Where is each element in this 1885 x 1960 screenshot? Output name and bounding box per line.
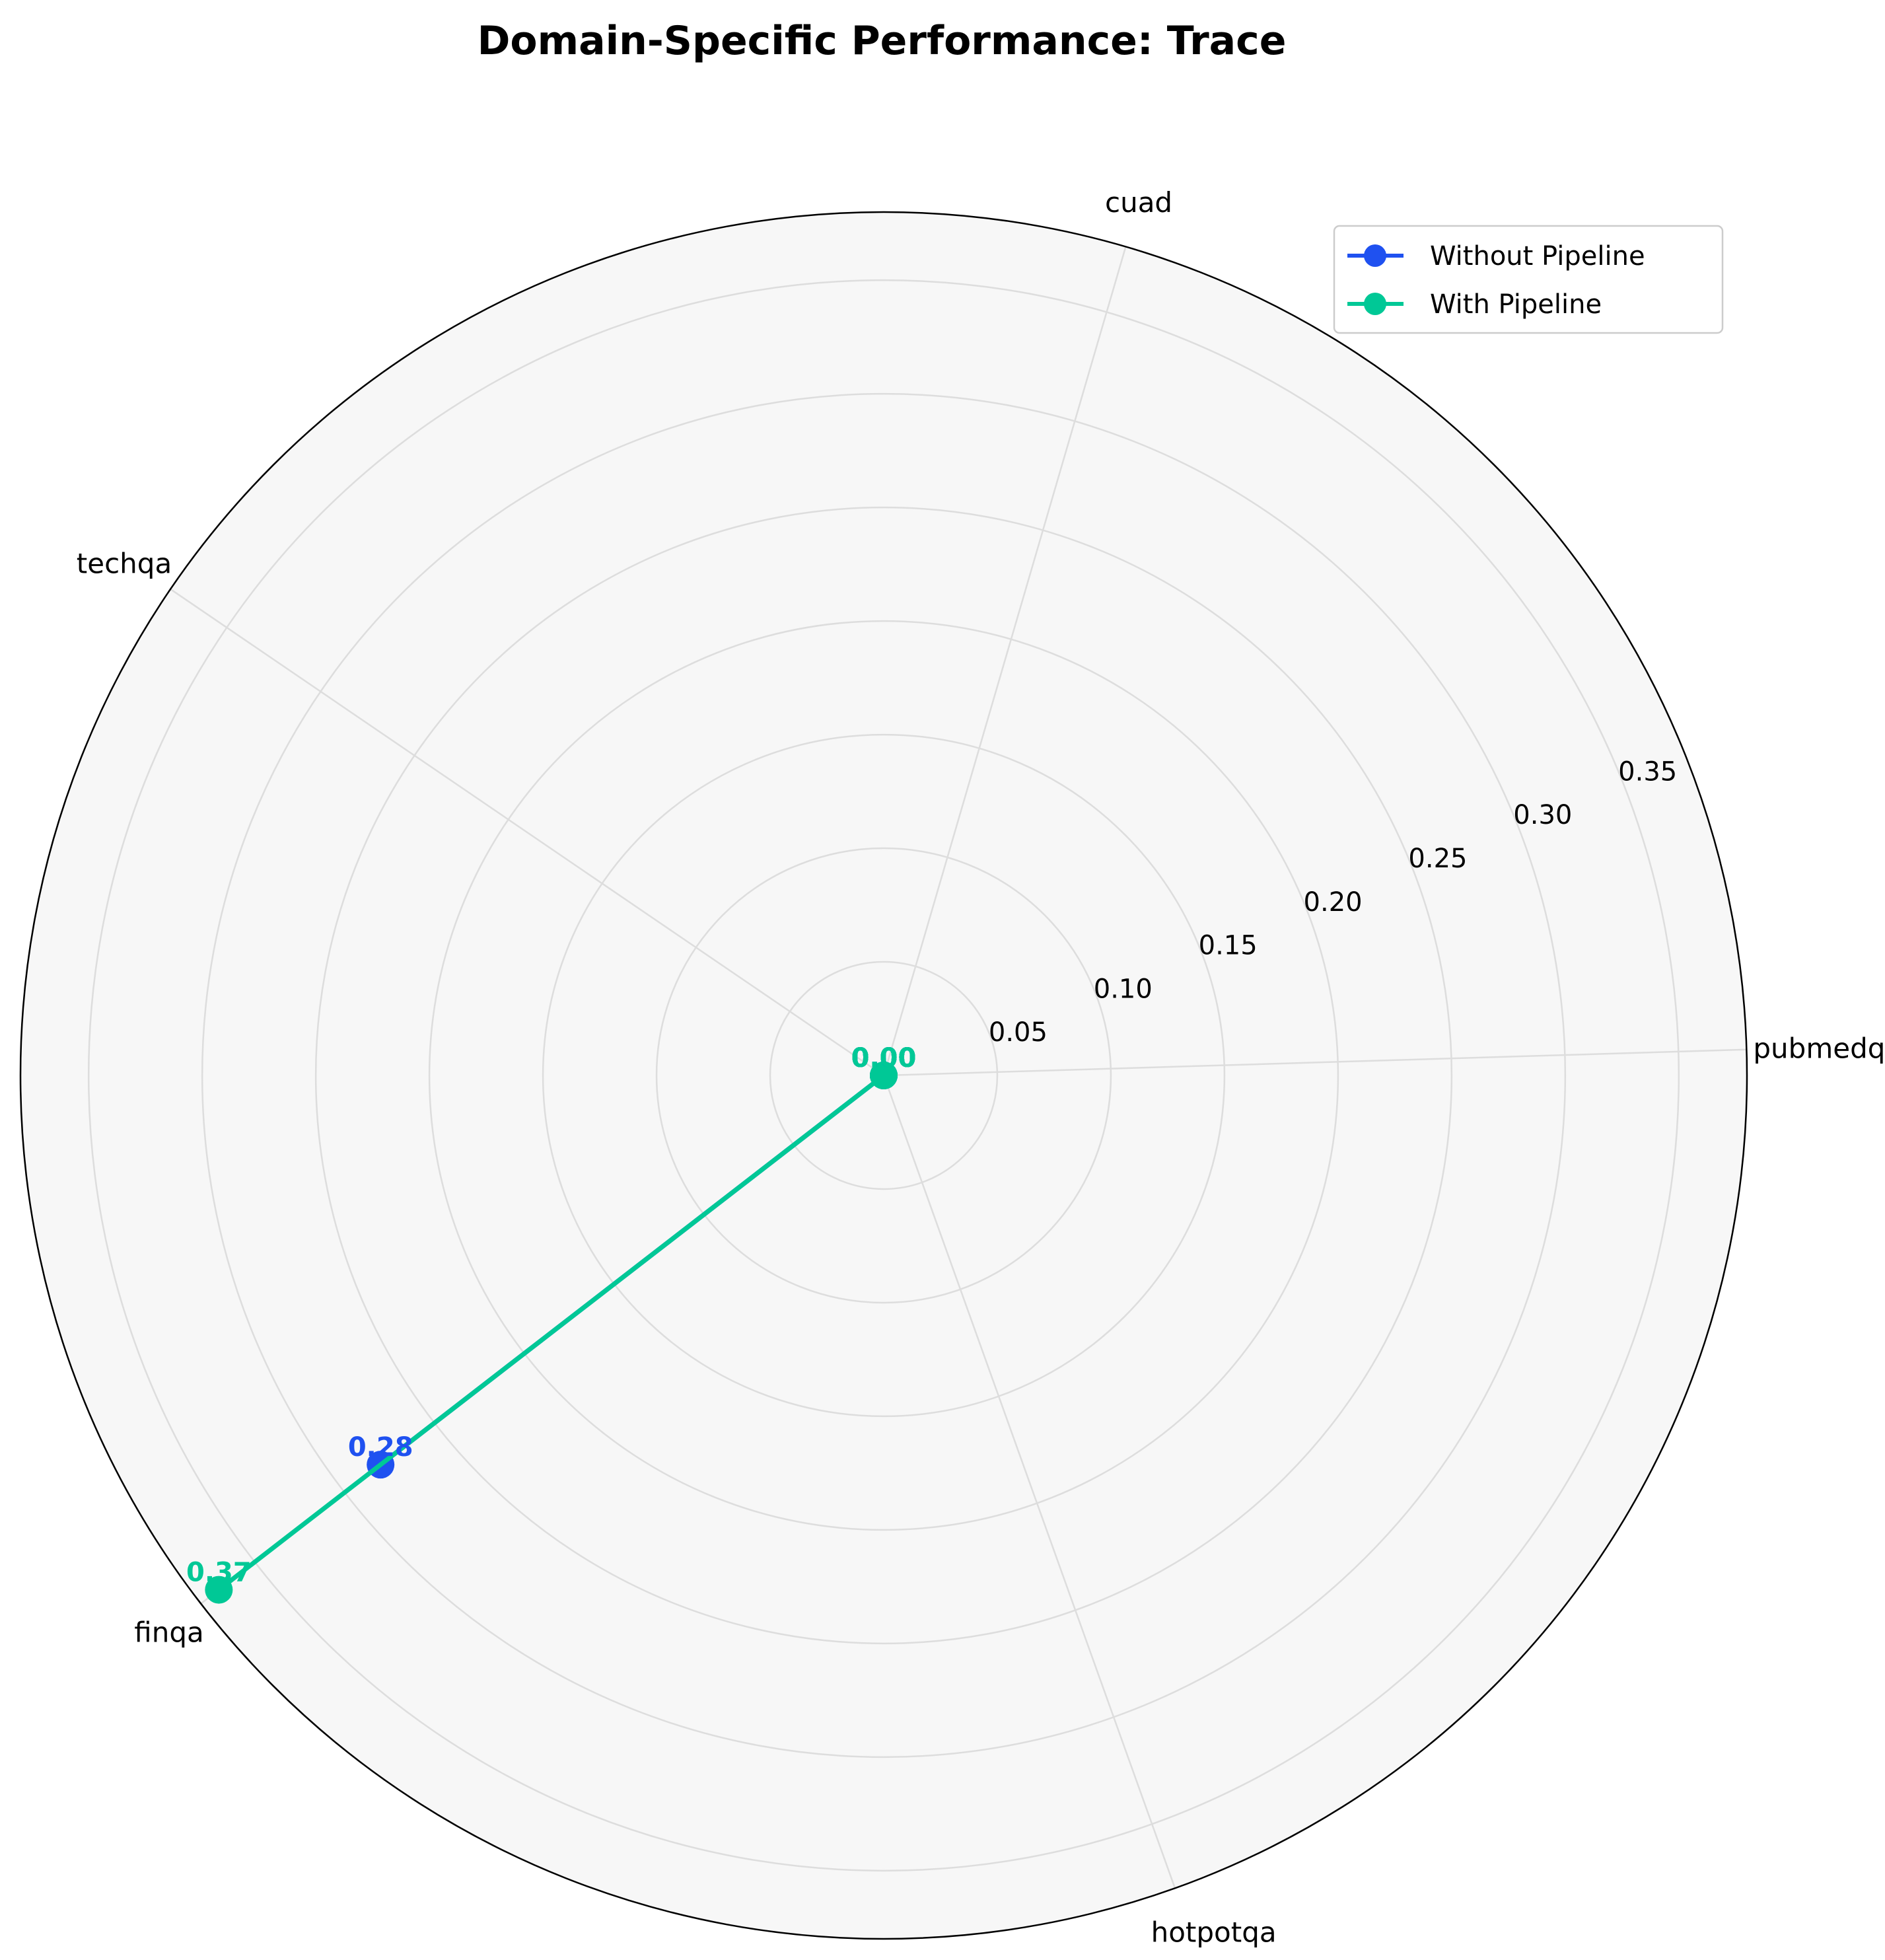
legend-item-with-pipeline: With Pipeline — [1347, 289, 1602, 320]
plot-border — [19, 211, 1748, 1940]
data-label-without-pipeline: 0.28 — [348, 1432, 413, 1463]
data-point-with-pipeline — [205, 1576, 233, 1604]
radial-tick-labels: 0.05 0.10 0.15 0.20 0.25 0.30 0.35 — [989, 756, 1677, 1048]
data-label-with-pipeline: 0.00 — [851, 1043, 917, 1073]
axis-spoke — [170, 588, 884, 1077]
radial-gridline — [87, 279, 1680, 1872]
radial-tick-label: 0.30 — [1513, 800, 1572, 830]
data-label-without-pipeline: 0.00 — [851, 1043, 917, 1073]
axis-spoke — [882, 246, 1127, 1076]
series-layer — [205, 1062, 898, 1604]
radial-tick-label: 0.10 — [1094, 974, 1153, 1004]
data-label-with-pipeline: 0.37 — [186, 1558, 252, 1588]
chart-title: Domain-Specific Performance: Trace — [478, 18, 1287, 64]
category-label-techqa: techqa — [77, 547, 172, 579]
category-label-hotpotqa: hotpotqa — [1151, 1916, 1277, 1948]
data-label-with-pipeline: 0.00 — [851, 1043, 917, 1073]
radial-gridlines — [87, 279, 1680, 1872]
legend: Without Pipeline With Pipeline — [1333, 225, 1724, 334]
legend-marker-without-pipeline — [1364, 244, 1386, 267]
data-label-with-pipeline: 0.00 — [851, 1043, 917, 1073]
radial-tick-label: 0.05 — [989, 1017, 1048, 1048]
category-label-finqa: finqa — [134, 1616, 203, 1648]
radial-gridline — [542, 733, 1226, 1418]
category-label-cuad: cuad — [1105, 186, 1172, 219]
radial-tick-label: 0.25 — [1408, 844, 1467, 874]
radial-gridline — [655, 847, 1112, 1304]
radial-tick-label: 0.35 — [1618, 756, 1677, 787]
legend-box — [1333, 225, 1724, 334]
data-label-without-pipeline: 0.00 — [851, 1043, 917, 1073]
legend-label-with-pipeline: With Pipeline — [1430, 289, 1602, 320]
radial-gridline — [428, 620, 1339, 1531]
data-point-with-pipeline — [870, 1062, 898, 1089]
category-labels: pubmedqa cuad techqa finqa hotpotqa — [77, 186, 1885, 1948]
axis-spoke — [883, 1048, 1747, 1077]
axis-spoke — [882, 1075, 1176, 1889]
data-label-without-pipeline: 0.00 — [851, 1043, 917, 1073]
category-label-pubmedqa: pubmedqa — [1753, 1033, 1885, 1065]
radial-gridline — [314, 506, 1453, 1645]
data-label-with-pipeline: 0.00 — [851, 1043, 917, 1073]
radial-tick-label: 0.15 — [1199, 931, 1258, 961]
data-labels: 0.000.000.000.280.000.000.000.000.370.00 — [186, 1043, 916, 1588]
radial-tick-label: 0.20 — [1304, 887, 1363, 918]
radial-gridline — [201, 392, 1567, 1759]
legend-marker-with-pipeline — [1364, 293, 1386, 315]
legend-item-without-pipeline: Without Pipeline — [1347, 241, 1645, 272]
legend-label-without-pipeline: Without Pipeline — [1430, 241, 1645, 272]
radial-gridline — [769, 961, 999, 1190]
data-label-without-pipeline: 0.00 — [851, 1043, 917, 1073]
